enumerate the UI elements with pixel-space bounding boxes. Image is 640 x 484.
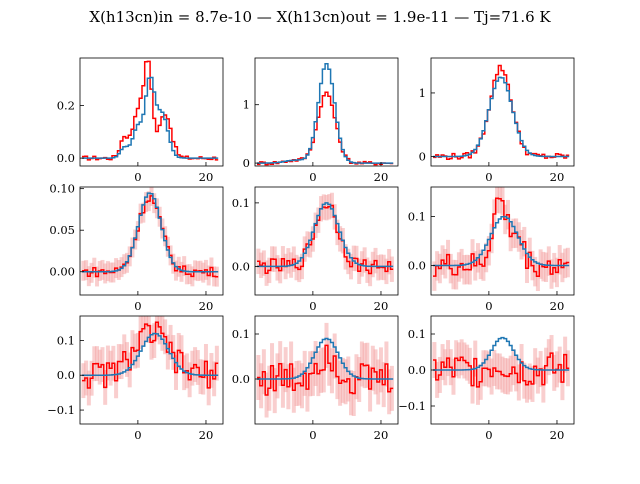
x-tick-label: 0 [485,299,492,313]
subplot-5: 0 20 0.0 0.1 [232,186,399,313]
y-tick-label: 1 [243,98,250,112]
observed-spectrum [433,352,570,388]
x-tick-label: 20 [374,428,389,442]
y-tick-label: 0.10 [49,182,75,196]
x-tick-label: 0 [134,428,141,442]
model-spectrum [82,192,219,273]
model-spectrum [433,336,570,371]
axes-frame [79,57,224,167]
y-tick-label: 0.0 [57,368,75,382]
plot-area [432,335,570,405]
y-tick-label: 0.1 [232,327,250,341]
axes-frame [254,57,399,167]
y-tick-label: 0.0 [408,363,426,377]
observed-spectrum [82,321,219,389]
figure-title: X(h13cn)in = 8.7e-10 — X(h13cn)out = 1.9… [89,8,551,26]
axes-frame [79,315,224,425]
subplot-8: 0 20 0.0 0.1 [232,315,399,442]
model-spectrum [257,337,394,380]
x-tick-label: 0 [134,170,141,184]
y-tick-label: 0 [419,149,426,163]
plot-area [433,64,570,161]
axes-frame [254,186,399,296]
subplot-9: 0 20 −0.1 0.0 0.1 [398,315,575,442]
model-spectrum [82,332,219,376]
observed-spectrum [82,60,219,161]
y-tick-label: 0 [243,156,250,170]
plot-area [256,192,394,287]
subplot-3: 0 20 0 1 [419,57,575,184]
x-tick-label: 20 [550,170,565,184]
y-tick-label: 0.2 [57,98,75,112]
plot-area [432,187,570,292]
y-tick-label: −0.1 [47,403,75,417]
x-tick-label: 20 [374,170,389,184]
model-spectrum [257,63,394,164]
axes-frame [430,57,575,167]
observed-spectrum [257,91,394,166]
subplot-2: 0 20 0 1 [243,57,399,184]
subplot-6: 0 20 0.0 0.1 [408,186,575,313]
y-tick-label: 0.0 [408,259,426,273]
axes-frame [79,186,224,296]
x-tick-label: 20 [199,428,214,442]
observed-spectrum [433,197,570,278]
axes-frame [254,315,399,425]
y-tick-label: 0.0 [232,372,250,386]
x-tick-label: 0 [309,428,316,442]
x-tick-label: 20 [550,299,565,313]
subplot-7: 0 20 −0.1 0.0 0.1 [47,315,224,442]
x-tick-label: 0 [134,299,141,313]
x-tick-label: 0 [309,170,316,184]
plot-area [81,187,219,287]
observed-spectrum [82,195,219,278]
plot-area [256,322,394,418]
x-tick-label: 0 [309,299,316,313]
observed-spectrum [257,204,394,275]
y-tick-label: 0.1 [408,327,426,341]
y-tick-label: −0.1 [398,399,426,413]
model-spectrum [433,76,570,158]
y-tick-label: 0.0 [232,259,250,273]
y-tick-label: 0.1 [408,209,426,223]
y-tick-label: 0.1 [57,333,75,347]
plot-area [81,316,219,406]
x-tick-label: 20 [199,170,214,184]
subplot-1: 0 20 0.0 0.2 [57,57,224,184]
plot-area [257,63,394,166]
y-tick-label: 0.0 [57,151,75,165]
y-tick-label: 0.1 [232,196,250,210]
observed-spectrum [433,64,570,161]
x-tick-label: 0 [485,428,492,442]
x-tick-label: 20 [374,299,389,313]
y-tick-label: 0.05 [49,223,75,237]
model-spectrum [257,202,394,268]
plot-area [82,60,219,161]
x-tick-label: 0 [485,170,492,184]
observed-spectrum [257,344,394,396]
model-spectrum [82,76,219,159]
subplot-4: 0 20 0.00 0.05 0.10 [49,182,224,313]
x-tick-label: 20 [550,428,565,442]
model-spectrum [433,215,570,267]
axes-frame [430,186,575,296]
x-tick-label: 20 [199,299,214,313]
y-tick-label: 0.00 [49,265,75,279]
y-tick-label: 1 [419,86,426,100]
